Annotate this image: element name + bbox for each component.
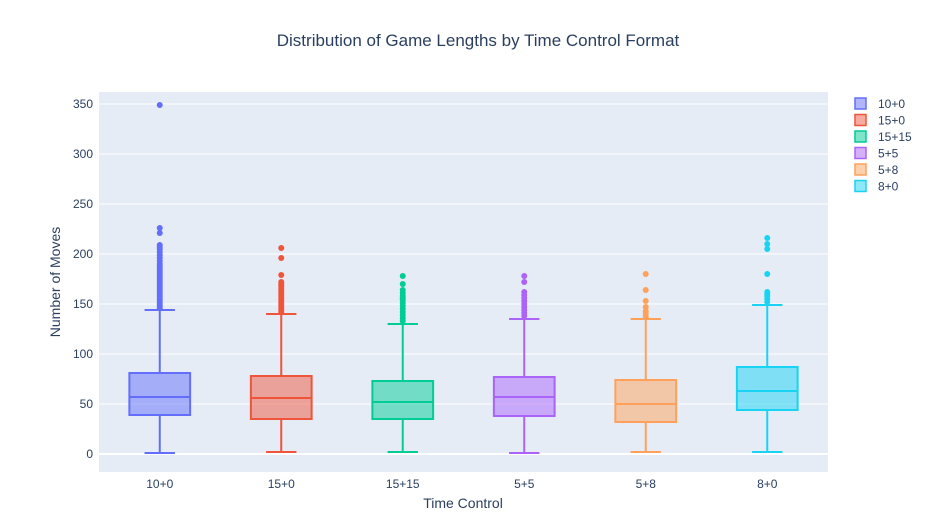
outlier-point: [278, 272, 285, 278]
box-15-15: [371, 273, 435, 453]
y-tick-label: 300: [73, 147, 93, 161]
legend-swatch: [854, 130, 867, 143]
x-tick-label: 10+0: [146, 477, 173, 491]
legend-label: 10+0: [878, 97, 905, 111]
outlier-point: [278, 255, 285, 261]
outlier-point: [642, 287, 649, 293]
outlier-point: [642, 271, 649, 277]
grid-lines: [99, 103, 828, 455]
box-5-8: [614, 271, 678, 453]
y-tick-label: 50: [80, 397, 94, 411]
outlier-point: [156, 102, 163, 108]
legend-label: 5+5: [878, 147, 899, 161]
iqr-box: [128, 372, 192, 416]
chart-title: Distribution of Game Lengths by Time Con…: [277, 31, 680, 50]
legend-label: 8+0: [878, 180, 899, 194]
legend-item: 15+0: [854, 113, 905, 128]
outlier-point: [278, 245, 285, 251]
y-tick-label: 0: [86, 447, 93, 461]
outlier-point: [764, 235, 771, 241]
x-axis-label: Time Control: [423, 495, 503, 511]
legend-swatch: [854, 146, 867, 160]
outlier-point: [764, 289, 771, 295]
outlier-point: [156, 242, 163, 248]
legend-item: 15+15: [854, 130, 912, 144]
legend-label: 5+8: [878, 163, 899, 177]
legend-item: 10+0: [854, 97, 905, 111]
box-15-0: [249, 245, 313, 453]
iqr-box: [614, 379, 678, 423]
y-axis-ticks: 0 50 100 150 200 250 300 350: [73, 97, 93, 461]
outlier-point: [764, 241, 771, 247]
legend-item: 5+8: [854, 163, 899, 177]
x-tick-label: 5+5: [514, 477, 535, 491]
outlier-point: [764, 271, 771, 277]
x-axis-ticks: 10+0 15+0 15+15 5+5 5+8 8+0: [146, 477, 778, 491]
legend: 10+0 15+0 15+15 5+5 5+8 8+0: [854, 97, 912, 194]
legend-swatch: [854, 179, 867, 193]
outlier-point: [399, 281, 406, 287]
x-tick-label: 8+0: [757, 477, 778, 491]
y-tick-label: 100: [73, 347, 93, 361]
x-tick-label: 5+8: [636, 477, 657, 491]
outlier-point: [642, 298, 649, 304]
plot-background: [99, 92, 828, 472]
y-tick-label: 150: [73, 297, 93, 311]
outlier-point: [399, 287, 406, 293]
legend-swatch: [854, 97, 867, 110]
outlier-point: [521, 273, 528, 279]
legend-label: 15+0: [878, 114, 905, 128]
outlier-point: [278, 279, 285, 285]
outlier-point: [521, 289, 528, 295]
y-tick-label: 350: [73, 97, 93, 111]
outlier-point: [156, 225, 163, 231]
box-10-0: [128, 102, 192, 454]
outlier-point: [521, 279, 528, 285]
y-axis-label: Number of Moves: [47, 227, 63, 337]
outlier-point: [399, 273, 406, 279]
outlier-point: [156, 230, 163, 236]
box-8-0: [735, 235, 799, 453]
box-series-layer: [128, 102, 799, 454]
outlier-point: [764, 246, 771, 252]
y-tick-label: 200: [73, 247, 93, 261]
legend-swatch: [854, 163, 867, 176]
legend-label: 15+15: [878, 130, 912, 144]
legend-swatch: [854, 113, 867, 127]
legend-item: 5+5: [854, 146, 899, 161]
iqr-box: [735, 366, 799, 411]
outlier-point: [642, 304, 649, 310]
box-5-5: [492, 273, 556, 454]
y-tick-label: 250: [73, 197, 93, 211]
x-tick-label: 15+15: [386, 477, 420, 491]
iqr-box: [371, 380, 435, 420]
legend-item: 8+0: [854, 179, 899, 194]
x-tick-label: 15+0: [268, 477, 295, 491]
